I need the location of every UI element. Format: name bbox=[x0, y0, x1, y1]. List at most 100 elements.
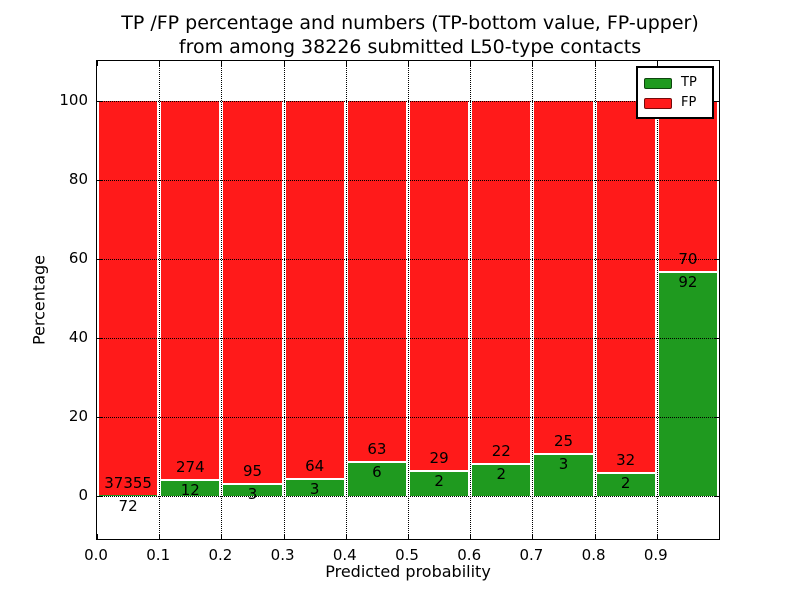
x-tick-mark bbox=[532, 534, 534, 539]
chart-title: TP /FP percentage and numbers (TP-bottom… bbox=[60, 11, 760, 59]
x-tick-label: 0.5 bbox=[395, 546, 419, 564]
fp-count-label: 64 bbox=[305, 456, 325, 475]
bar-tp-segment bbox=[161, 478, 220, 496]
y-tick-mark-right bbox=[714, 495, 719, 497]
x-tick-mark bbox=[345, 534, 347, 539]
legend-entry-fp: FP bbox=[644, 93, 706, 113]
x-tick-label: 0.3 bbox=[270, 546, 295, 564]
x-tick-mark bbox=[656, 534, 658, 539]
y-tick-label: 80 bbox=[68, 169, 88, 188]
fp-count-label: 32 bbox=[616, 451, 636, 470]
bar-tp-segment bbox=[658, 271, 717, 496]
x-tick-mark bbox=[97, 534, 98, 539]
chart-title-line-2: from among 38226 submitted L50-type cont… bbox=[178, 36, 642, 58]
x-tick-label: 0.2 bbox=[208, 546, 233, 564]
bar-fp-segment bbox=[410, 100, 469, 471]
x-tick-mark bbox=[283, 534, 285, 539]
h-gridline bbox=[97, 337, 719, 339]
tp-count-label: 2 bbox=[620, 474, 631, 493]
h-gridline bbox=[97, 179, 719, 181]
v-gridline bbox=[594, 61, 596, 539]
v-gridline bbox=[408, 61, 409, 539]
tp-count-label: 2 bbox=[434, 472, 444, 491]
x-tick-label: 0.0 bbox=[84, 546, 108, 564]
h-gridline bbox=[97, 495, 719, 497]
tp-count-label: 12 bbox=[180, 480, 200, 499]
y-tick-label: 0 bbox=[78, 485, 88, 504]
x-axis-label: Predicted probability bbox=[325, 562, 491, 581]
y-tick-label: 100 bbox=[59, 90, 88, 109]
bar-fp-segment bbox=[596, 100, 655, 473]
v-gridline bbox=[159, 61, 161, 539]
x-tick-label: 0.4 bbox=[332, 546, 357, 564]
fp-count-label: 29 bbox=[429, 449, 449, 468]
x-tick-mark bbox=[221, 534, 223, 539]
h-gridline bbox=[97, 100, 719, 102]
y-tick-mark bbox=[97, 258, 102, 260]
bar-fp-segment bbox=[534, 100, 593, 454]
bar-fp-segment bbox=[99, 100, 158, 495]
y-tick-label: 40 bbox=[68, 327, 88, 346]
y-tick-label: 60 bbox=[68, 248, 88, 267]
tp-count-label: 3 bbox=[247, 485, 258, 504]
bar-tp-segment bbox=[285, 477, 344, 496]
bar-tp-segment bbox=[347, 461, 406, 496]
x-tick-mark bbox=[470, 534, 472, 539]
fp-color-swatch bbox=[644, 97, 672, 109]
fp-count-label: 22 bbox=[491, 441, 511, 460]
tp-count-label: 3 bbox=[309, 479, 320, 498]
fp-count-label: 37355 bbox=[104, 473, 152, 492]
x-tick-mark-top bbox=[345, 61, 347, 66]
bar-tp-segment bbox=[596, 472, 655, 496]
legend-entry-tp: TP bbox=[644, 73, 706, 93]
tp-color-swatch bbox=[644, 77, 672, 89]
x-tick-label: 0.8 bbox=[581, 546, 606, 564]
x-tick-label: 0.1 bbox=[146, 546, 171, 564]
fp-count-label: 274 bbox=[175, 457, 205, 476]
v-gridline bbox=[221, 61, 223, 539]
x-tick-mark-top bbox=[408, 61, 409, 66]
legend-label-tp: TP bbox=[681, 75, 697, 90]
v-gridline bbox=[656, 61, 658, 539]
x-tick-mark-top bbox=[97, 61, 98, 66]
y-tick-mark-right bbox=[714, 337, 719, 339]
bar-tp-segment bbox=[223, 483, 282, 496]
y-tick-mark bbox=[97, 495, 102, 497]
v-gridline bbox=[283, 61, 285, 539]
plot-area: 37355 72 274 12 95 3 64 3 63 6 29 2 22 2 25 3 32 2 70 92 TP… bbox=[96, 60, 720, 540]
fp-count-label: 70 bbox=[678, 250, 698, 269]
tp-count-label: 6 bbox=[372, 463, 382, 482]
x-tick-mark-top bbox=[656, 61, 658, 66]
x-tick-label: 0.6 bbox=[457, 546, 482, 564]
x-tick-mark bbox=[159, 534, 161, 539]
y-tick-mark bbox=[97, 337, 102, 339]
h-gridline bbox=[97, 416, 719, 418]
y-tick-mark bbox=[97, 179, 102, 181]
bar-fp-segment bbox=[347, 100, 406, 462]
x-tick-mark-top bbox=[594, 61, 596, 66]
bar-tp-segment bbox=[410, 470, 469, 496]
v-gridline bbox=[470, 61, 472, 539]
bar-fp-segment bbox=[223, 100, 282, 484]
x-tick-mark bbox=[594, 534, 596, 539]
y-tick-mark bbox=[97, 416, 102, 418]
bar-fp-segment bbox=[161, 100, 220, 479]
x-tick-mark bbox=[408, 534, 409, 539]
legend-label-fp: FP bbox=[681, 95, 697, 110]
y-tick-mark-right bbox=[714, 179, 719, 181]
bar-tp-segment bbox=[99, 494, 158, 496]
x-tick-mark-top bbox=[470, 61, 472, 66]
tp-count-label: 72 bbox=[118, 496, 138, 515]
x-tick-mark-top bbox=[221, 61, 223, 66]
y-tick-label: 20 bbox=[68, 406, 88, 425]
chart-title-line-1: TP /FP percentage and numbers (TP-bottom… bbox=[121, 12, 699, 34]
tp-count-label: 92 bbox=[678, 273, 698, 292]
y-tick-mark-right bbox=[714, 416, 719, 418]
x-tick-mark-top bbox=[283, 61, 285, 66]
x-tick-label: 0.9 bbox=[643, 546, 668, 564]
v-gridline bbox=[532, 61, 534, 539]
legend: TP FP bbox=[636, 66, 714, 119]
tp-count-label: 2 bbox=[496, 464, 507, 483]
h-gridline bbox=[97, 258, 719, 260]
